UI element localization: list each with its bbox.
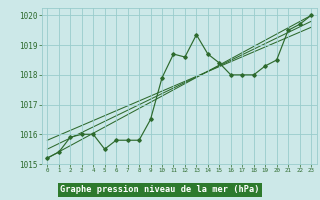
Text: Graphe pression niveau de la mer (hPa): Graphe pression niveau de la mer (hPa)	[60, 186, 260, 194]
